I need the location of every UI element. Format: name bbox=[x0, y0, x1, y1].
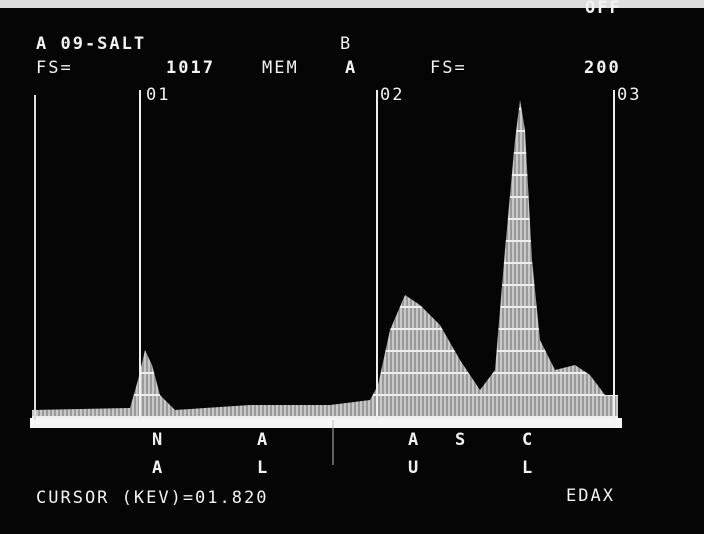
memory-a: A 09-SALT bbox=[36, 34, 146, 54]
brand: EDAX bbox=[566, 486, 615, 506]
element-label: A bbox=[408, 430, 420, 450]
mem-label: MEM bbox=[262, 58, 299, 78]
spectrum bbox=[30, 90, 622, 465]
marker-label: 02 bbox=[380, 85, 404, 105]
fs-label: FS= bbox=[430, 58, 467, 78]
element-label: L bbox=[522, 458, 534, 478]
baseline bbox=[30, 418, 622, 428]
marker-label: 03 bbox=[617, 85, 641, 105]
fs-label: FS= bbox=[36, 58, 73, 78]
element-label: N bbox=[152, 430, 164, 450]
element-label: L bbox=[257, 458, 269, 478]
status-right: OFF bbox=[585, 0, 622, 18]
element-label: C bbox=[522, 430, 534, 450]
spectrum-area bbox=[32, 100, 618, 420]
element-label: U bbox=[408, 458, 420, 478]
element-label: A bbox=[257, 430, 269, 450]
cut-top-line bbox=[0, 0, 704, 8]
marker-label: 01 bbox=[146, 85, 170, 105]
element-label: A bbox=[152, 458, 164, 478]
element-label: S bbox=[455, 430, 467, 450]
mem-value: A bbox=[345, 58, 357, 78]
cursor-readout: CURSOR (KEV)=01.820 bbox=[36, 488, 268, 508]
fs-value: 1017 bbox=[166, 58, 215, 78]
fs-value: 200 bbox=[584, 58, 621, 78]
memory-b: B bbox=[340, 34, 352, 54]
